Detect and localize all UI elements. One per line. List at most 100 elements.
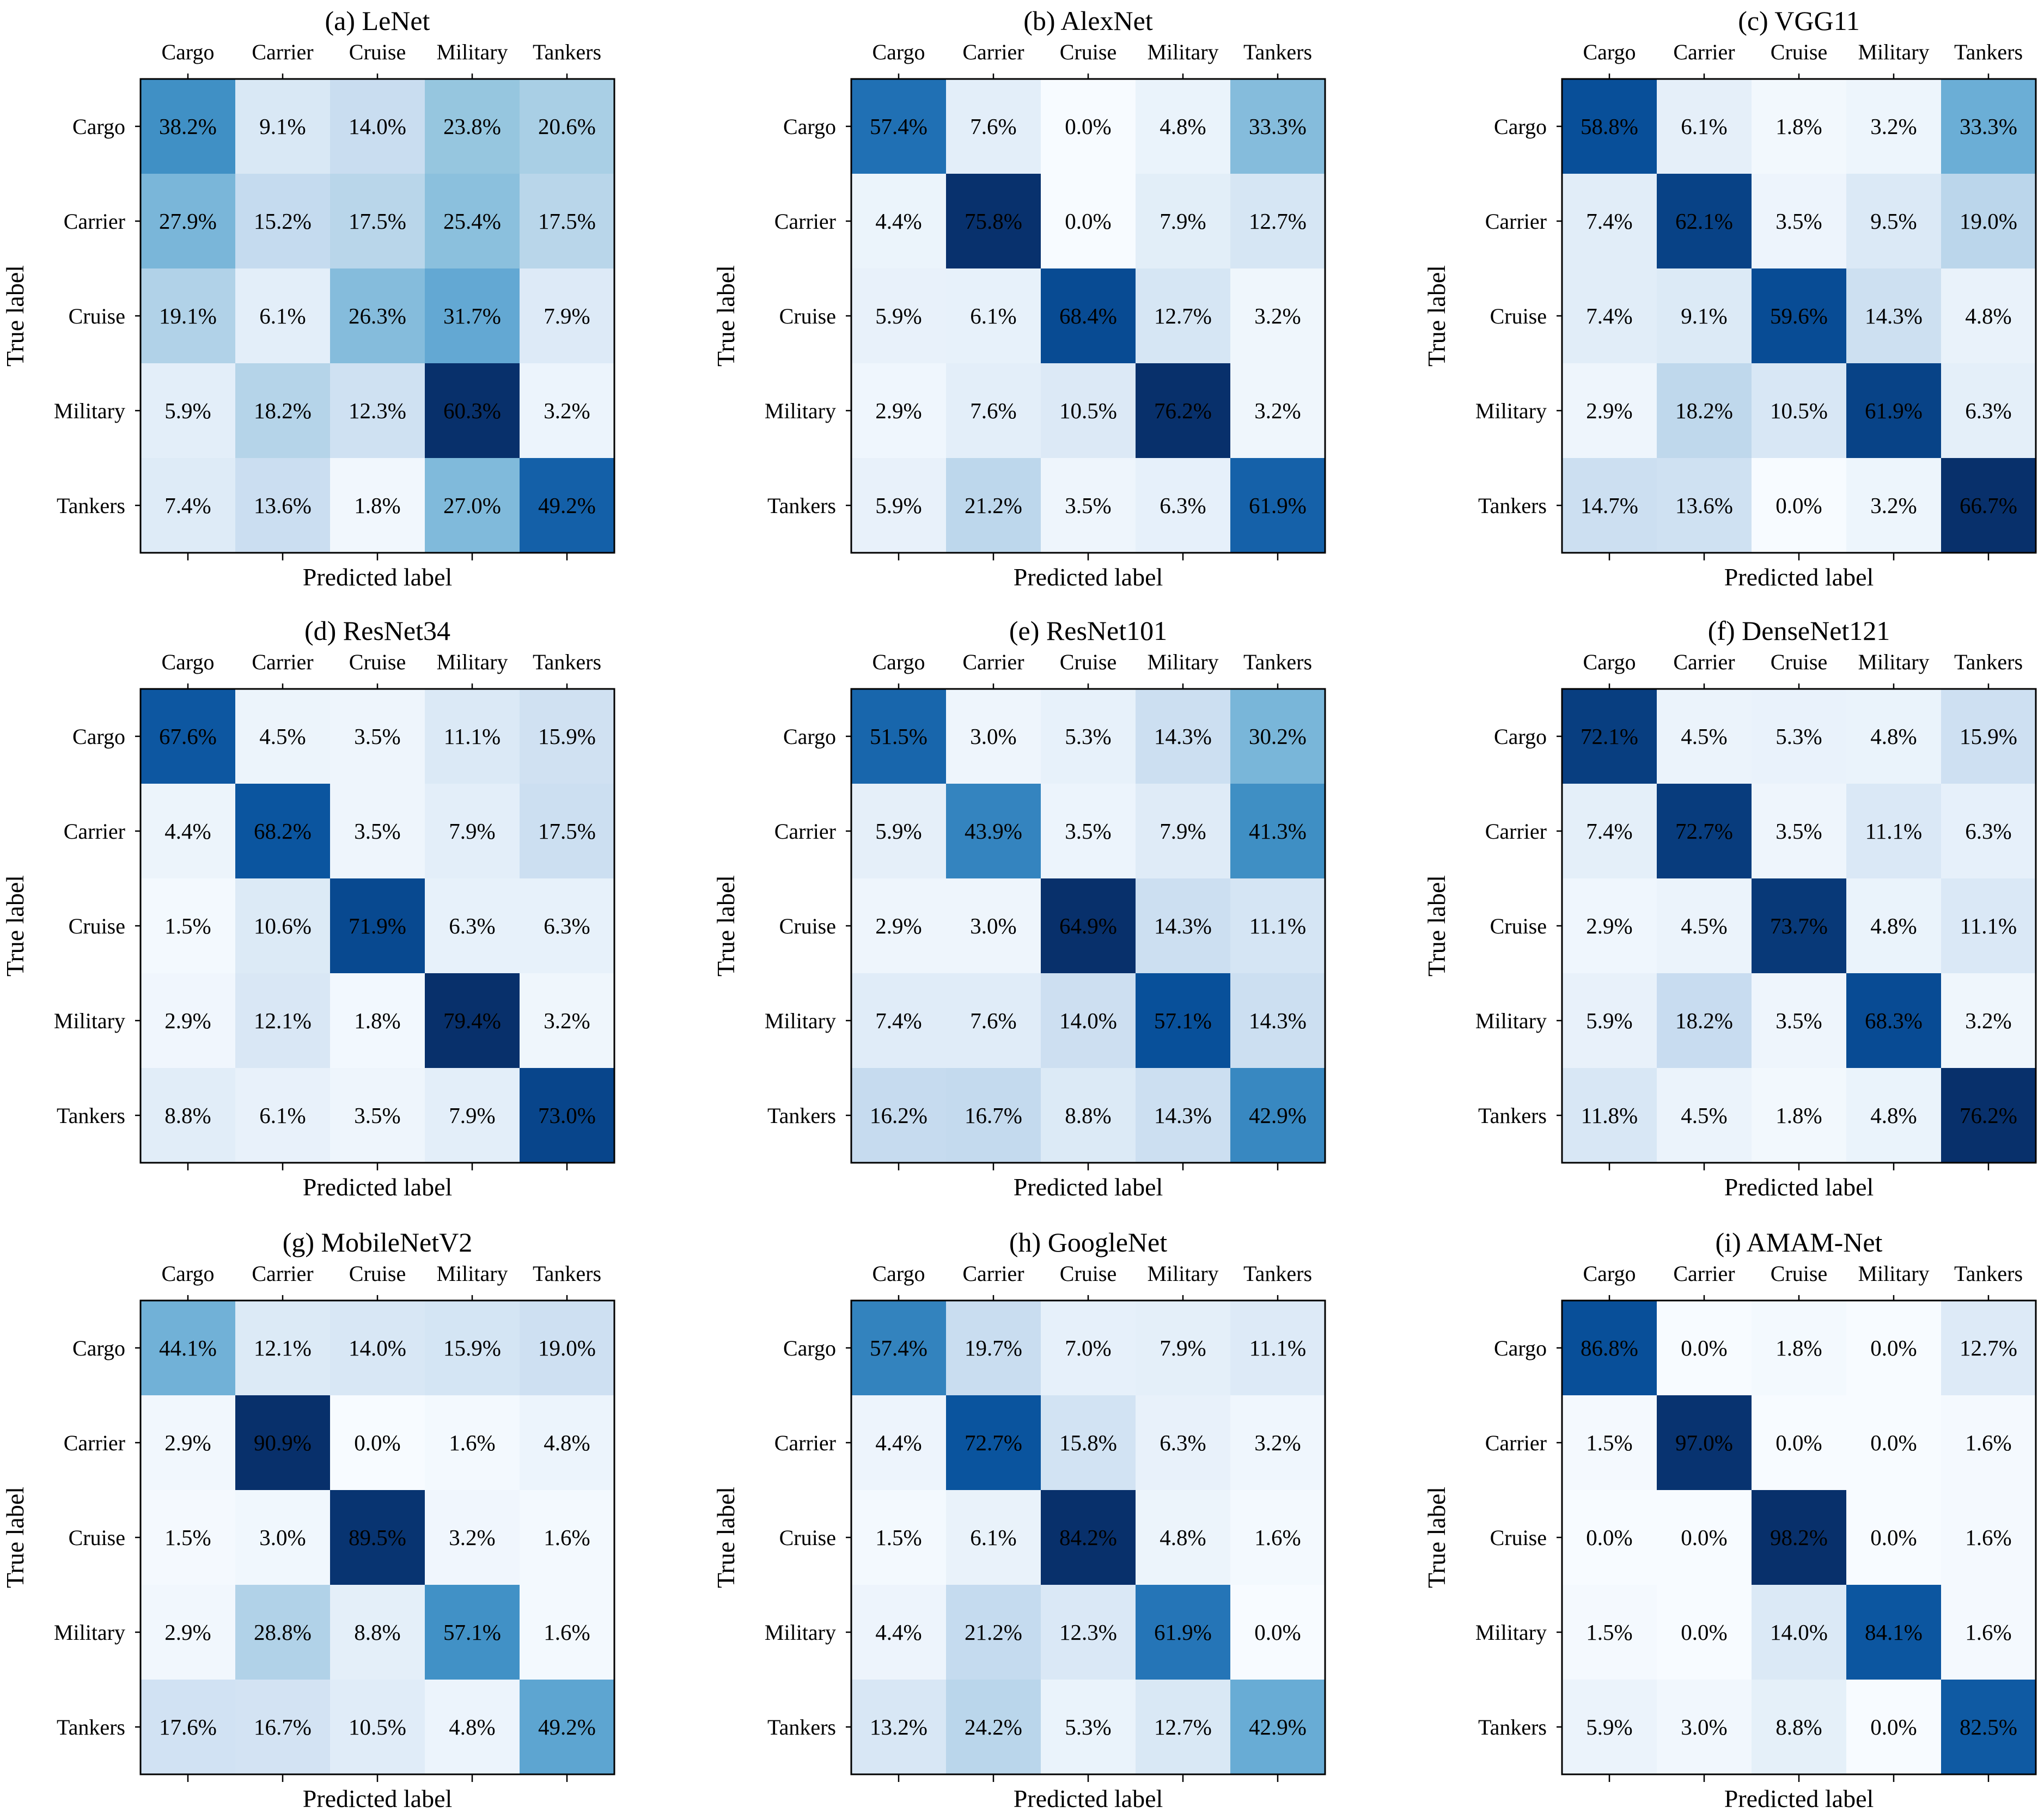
matrix-cell [1230,689,1326,784]
matrix-cell [1752,878,1847,974]
chart-title: (c) VGG11 [1738,5,1860,36]
x-tick-label: Tankers [533,40,601,64]
matrix-cell [330,458,425,553]
x-axis-label: Predicted label [303,1173,453,1201]
cell-value-label: 42.9% [1249,1103,1307,1128]
cell-value-label: 1.8% [354,493,400,518]
cell-value-label: 0.0% [1065,209,1111,234]
x-tick-label: Military [1858,40,1929,64]
matrix-cell [1562,689,1657,784]
y-tick-label: Cruise [1490,304,1547,328]
cell-value-label: 1.6% [544,1620,590,1645]
confusion-matrix-0: (a) LeNet Cargo Carrier Cruise Military Tanke… [1,5,615,591]
cell-value-label: 1.5% [1586,1430,1632,1455]
matrix-cell [1136,1585,1231,1680]
cell-value-label: 4.4% [875,209,922,234]
cell-value-label: 68.3% [1865,1008,1923,1033]
cell-value-label: 12.1% [254,1335,312,1360]
x-tick-label: Cruise [1771,650,1827,674]
cell-value-label: 90.9% [254,1430,312,1455]
cell-value-label: 59.6% [1770,303,1828,328]
matrix-cell [1041,174,1136,269]
cell-value-label: 0.0% [1586,1525,1632,1550]
cell-value-label: 5.9% [875,303,922,328]
matrix-cell [520,1490,615,1585]
matrix-cell [1136,1680,1231,1775]
matrix-cell [1752,973,1847,1069]
cell-value-label: 66.7% [1960,493,2017,518]
matrix-cell [235,1585,331,1680]
cell-value-label: 14.0% [1770,1620,1828,1645]
matrix-cell [330,878,425,974]
matrix-cell [1230,1395,1326,1491]
matrix-cell [946,689,1041,784]
cell-value-label: 61.9% [1249,493,1307,518]
matrix-cell [1846,1490,1942,1585]
matrix-cell [1041,1490,1136,1585]
matrix-cell [520,174,615,269]
x-tick-label: Cargo [161,650,214,674]
matrix-cell [425,174,520,269]
matrix-cell [425,79,520,174]
cell-value-label: 8.8% [1065,1103,1111,1128]
cell-value-label: 49.2% [538,493,596,518]
matrix-cell [1941,458,2036,553]
matrix-cell [520,458,615,553]
cell-value-label: 7.0% [1065,1335,1111,1360]
matrix-cell [851,878,947,974]
matrix-cell [235,1490,331,1585]
cell-value-label: 72.7% [965,1430,1022,1455]
confusion-matrix-5: (f) DenseNet121 Cargo Carrier Cruise Militar… [1423,615,2037,1201]
cell-value-label: 0.0% [1870,1525,1917,1550]
cell-value-label: 71.9% [349,913,406,938]
matrix-cell [851,1068,947,1163]
x-tick-label: Cruise [349,40,406,64]
matrix-cell [1230,1068,1326,1163]
matrix-cell [1941,1068,2036,1163]
matrix-cell [520,1585,615,1680]
cell-value-label: 5.3% [1775,724,1822,749]
matrix-cell [141,1680,236,1775]
matrix-cell [141,784,236,879]
cell-value-label: 12.7% [1154,1714,1212,1739]
cell-value-label: 62.1% [1675,209,1733,234]
matrix-cell [520,268,615,364]
matrix-cell [1846,1395,1942,1491]
cell-value-label: 4.4% [164,819,211,844]
y-axis-label: True label [712,875,740,976]
x-tick-label: Carrier [962,1261,1024,1286]
cell-value-label: 24.2% [965,1714,1022,1739]
y-tick-label: Cruise [779,914,836,938]
matrix-cell [330,1680,425,1775]
cell-value-label: 12.3% [349,398,406,423]
matrix-cell [946,973,1041,1069]
cell-value-label: 6.1% [1681,114,1727,139]
matrix-cell [851,1680,947,1775]
cell-value-label: 0.0% [1681,1620,1727,1645]
cell-value-label: 1.6% [544,1525,590,1550]
matrix-cell [235,79,331,174]
x-tick-label: Cruise [349,1261,406,1286]
cell-value-label: 20.6% [538,114,596,139]
x-tick-label: Tankers [1243,650,1312,674]
matrix-cell [1562,79,1657,174]
x-tick-label: Cargo [1583,650,1636,674]
cell-value-label: 68.4% [1059,303,1117,328]
cell-value-label: 1.8% [1775,1335,1822,1360]
matrix-cell [1752,79,1847,174]
matrix-cell [1041,689,1136,784]
cell-value-label: 76.2% [1154,398,1212,423]
matrix-cell [1041,878,1136,974]
x-tick-label: Military [436,1261,508,1286]
cell-value-label: 5.9% [1586,1008,1632,1033]
matrix-cell [425,1068,520,1163]
cell-value-label: 7.6% [970,398,1016,423]
matrix-cell [330,1068,425,1163]
cell-value-label: 2.9% [875,913,922,938]
x-tick-label: Cruise [1771,1261,1827,1286]
cell-value-label: 14.3% [1154,724,1212,749]
cell-value-label: 6.1% [259,303,306,328]
cell-value-label: 42.9% [1249,1714,1307,1739]
cell-value-label: 17.5% [349,209,406,234]
cell-value-label: 82.5% [1960,1714,2017,1739]
